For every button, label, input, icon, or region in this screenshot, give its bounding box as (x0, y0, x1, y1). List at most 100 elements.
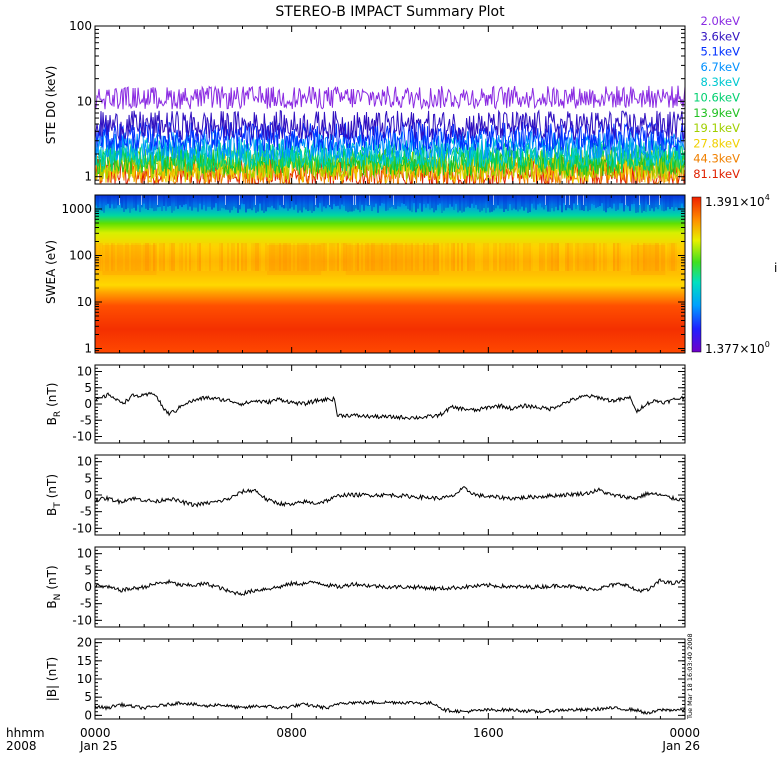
swea-texture-strip (317, 195, 319, 208)
bt-y-axis-label: BT(nT) (45, 474, 63, 516)
swea-texture-strip (143, 195, 145, 204)
swea-texture-strip (403, 195, 405, 204)
swea-texture-strip (567, 195, 569, 208)
br-series-line (94, 391, 686, 421)
swea-texture-strip (313, 243, 315, 271)
swea-texture-strip (171, 243, 173, 271)
swea-texture-strip (95, 243, 97, 271)
swea-texture-strip (333, 195, 335, 205)
swea-texture-strip (245, 243, 247, 271)
swea-texture-strip (353, 243, 355, 271)
swea-texture-strip (217, 195, 219, 211)
swea-texture-strip (593, 243, 595, 271)
swea-texture-strip (211, 243, 213, 271)
swea-texture-strip (305, 195, 307, 210)
swea-texture-strip (637, 195, 639, 213)
swea-texture-strip (385, 243, 387, 271)
swea-texture-strip (207, 195, 209, 207)
swea-texture-strip (183, 243, 185, 271)
swea-texture-strip (175, 243, 177, 271)
swea-texture-strip (455, 243, 457, 271)
swea-texture-strip (181, 195, 183, 208)
swea-texture-strip (223, 195, 225, 209)
swea-texture-strip (675, 243, 677, 271)
swea-texture-strip (599, 195, 601, 207)
swea-texture-strip (571, 195, 573, 211)
swea-texture-strip (465, 243, 467, 271)
swea-texture-strip (623, 243, 625, 271)
swea-texture-strip (675, 195, 677, 208)
swea-texture-strip (319, 195, 321, 204)
swea-texture-strip (597, 243, 599, 271)
swea-texture-strip (167, 195, 169, 207)
swea-texture-strip (683, 243, 685, 271)
swea-texture-strip (153, 243, 155, 271)
legend-entry: 13.9keV (693, 106, 740, 120)
bt-yticks: -10 -5 0 5 10 (72, 454, 685, 536)
swea-texture-strip (379, 195, 381, 206)
swea-texture-strip (545, 243, 547, 271)
swea-texture-strip (275, 195, 277, 210)
swea-texture-strip (215, 243, 217, 271)
swea-texture-strip (507, 243, 509, 271)
swea-texture-strip (309, 243, 311, 271)
swea-texture-strip (563, 195, 565, 204)
swea-texture-strip (497, 243, 499, 271)
swea-texture-strip (639, 243, 641, 271)
swea-texture-strip (193, 195, 195, 208)
swea-texture-strip (447, 195, 449, 208)
swea-texture-strip (415, 195, 417, 213)
swea-texture-strip (133, 195, 135, 208)
swea-texture-strip (587, 195, 589, 212)
swea-texture-strip (345, 243, 347, 271)
y-tick-label: 5 (84, 471, 92, 485)
swea-texture-strip (337, 195, 339, 206)
swea-texture-strip (159, 195, 161, 207)
swea-texture-strip (105, 195, 107, 206)
swea-texture-strip (241, 195, 243, 204)
swea-texture-strip (615, 195, 617, 211)
swea-texture-strip (573, 243, 575, 271)
swea-texture-strip (393, 243, 395, 271)
swea-texture-strip (409, 195, 411, 211)
swea-enhanced-band (345, 245, 440, 275)
swea-texture-strip (267, 195, 269, 208)
swea-texture-strip (293, 195, 295, 210)
swea-texture-strip (261, 195, 263, 211)
swea-texture-strip (655, 195, 657, 208)
swea-texture-strip (107, 243, 109, 271)
y-tick-label: 10 (77, 547, 92, 561)
swea-texture-strip (379, 243, 381, 271)
swea-texture-strip (465, 195, 467, 208)
swea-texture-strip (601, 195, 603, 204)
swea-texture-strip (413, 243, 415, 271)
swea-texture-strip (503, 243, 505, 271)
swea-texture-strip (383, 243, 385, 271)
swea-texture-strip (387, 195, 389, 211)
swea-texture-strip (251, 195, 253, 211)
swea-texture-strip (185, 195, 187, 205)
swea-texture-strip (129, 195, 131, 213)
swea-texture-strip (363, 195, 365, 211)
x-tick-label: 1600 (473, 726, 504, 740)
swea-texture-strip (637, 243, 639, 271)
y-tick-label: 10 (77, 365, 92, 379)
swea-texture-strip (231, 195, 233, 211)
swea-texture-strip (221, 195, 223, 208)
swea-texture-strip (357, 243, 359, 271)
swea-texture-strip (591, 243, 593, 271)
swea-texture-strip (449, 195, 451, 205)
swea-texture-strip (205, 243, 207, 271)
swea-texture-strip (651, 195, 653, 209)
swea-texture-strip (585, 243, 587, 271)
swea-texture-gap (239, 195, 240, 205)
swea-texture-strip (553, 195, 555, 212)
swea-heatmap-texture (95, 195, 685, 275)
swea-texture-strip (201, 195, 203, 210)
swea-texture-strip (363, 243, 365, 271)
swea-texture-strip (511, 243, 513, 271)
swea-texture-strip (625, 243, 627, 271)
swea-texture-strip (277, 195, 279, 210)
swea-enhanced-band (102, 245, 157, 275)
